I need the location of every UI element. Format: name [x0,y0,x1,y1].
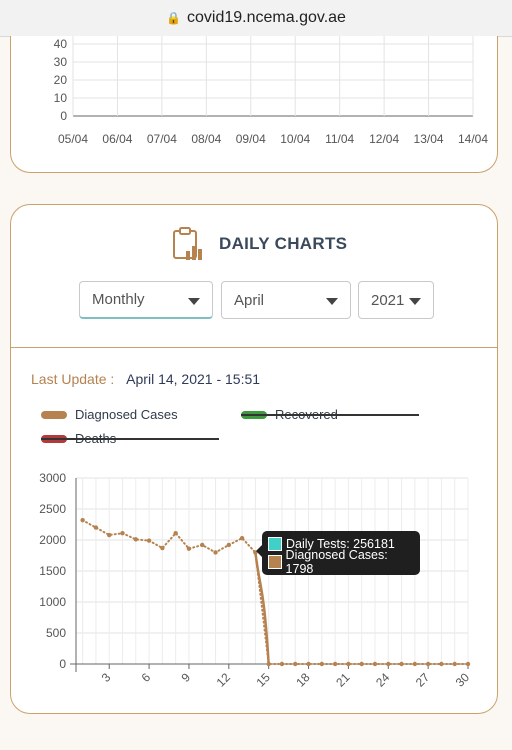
tooltip-diagnosed-cases: Diagnosed Cases: 1798 [285,548,388,576]
legend-swatch [41,410,67,419]
y-tick-label: 0 [60,109,67,123]
daily-charts-title: DAILY CHARTS [219,234,348,253]
x-tick-label: 12/04 [369,132,399,146]
tooltip-swatch-tests [268,537,282,551]
tooltip-swatch-cases [268,555,282,569]
chevron-down-icon [326,298,338,305]
x-tick-label: 10/04 [280,132,310,146]
x-tick-label: 14/04 [458,132,488,146]
lock-icon: 🔒 [166,11,182,25]
last-update-label: Last Update : [31,371,115,387]
legend-strikethrough [241,414,419,416]
x-tick-label: 08/04 [191,132,221,146]
chart-tooltip: Daily Tests: 256181 Diagnosed Cases: 179… [256,531,420,576]
daily-charts-header: DAILY CHARTS [171,227,347,261]
legend-label: Diagnosed Cases [75,407,178,422]
legend-diagnosed-cases[interactable]: Diagnosed Cases [41,407,178,422]
browser-address-bar[interactable]: 🔒 covid19.ncema.gov.ae [0,0,512,37]
y-tick-label: 20 [54,73,68,87]
y-tick-label: 40 [54,37,68,51]
legend-strikethrough [41,438,219,440]
period-select-value: Monthly [92,291,145,308]
month-select[interactable]: April [221,281,351,319]
previous-chart: 40 30 20 10 0 05/04 06/04 07/04 08/04 09/04 10/04 1… [54,36,488,146]
last-update-value: April 14, 2021 - 15:51 [126,371,261,387]
previous-chart-card: 40 30 20 10 0 05/04 06/04 07/04 08/04 09/04 10/04 1… [10,36,498,173]
x-tick-label: 13/04 [414,132,444,146]
clipboard-chart-icon [173,227,202,260]
card-divider [11,347,497,348]
x-tick-label: 06/04 [102,132,132,146]
period-select[interactable]: Monthly [79,281,213,319]
url-text: covid19.ncema.gov.ae [187,9,346,26]
tooltip-daily-tests: Daily Tests: 256181 [286,537,395,551]
y-tick-label: 10 [54,91,68,105]
chevron-down-icon [188,298,200,305]
year-select-value: 2021 [371,291,405,309]
chevron-down-icon [409,298,421,305]
x-tick-label: 07/04 [147,132,177,146]
year-select[interactable]: 2021 [358,281,434,319]
x-tick-label: 11/04 [325,132,354,146]
x-tick-label: 09/04 [236,132,266,146]
y-tick-label: 30 [54,55,68,69]
daily-charts-card: DAILY CHARTS Monthly April 2021 Last Upd… [10,204,498,714]
month-select-value: April [234,291,265,309]
last-update: Last Update : April 14, 2021 - 15:51 [31,371,260,387]
x-tick-label: 05/04 [58,132,88,146]
